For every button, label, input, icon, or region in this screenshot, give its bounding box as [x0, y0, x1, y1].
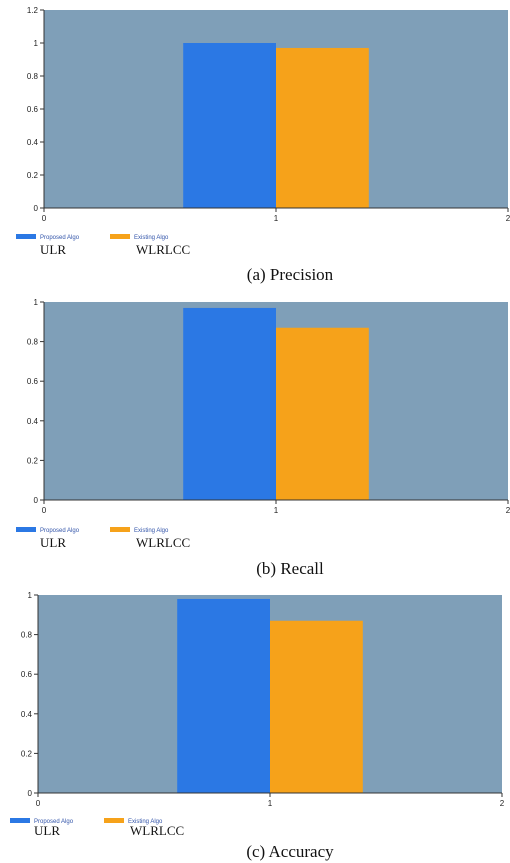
precision-y-tick-label: 0.8: [27, 72, 39, 81]
accuracy-bar-existing: [270, 620, 363, 793]
recall-legend-label-proposed: Proposed Algo: [40, 528, 80, 534]
precision-legend-sublabel-proposed: ULR: [40, 242, 66, 257]
accuracy-legend-swatch-existing: [104, 818, 124, 823]
recall-y-tick-label: 0.8: [27, 338, 39, 347]
precision-caption: (a) Precision: [247, 265, 334, 284]
precision-legend-sublabel-existing: WLRLCC: [136, 242, 190, 257]
accuracy-y-tick-label: 0.6: [21, 670, 33, 679]
accuracy-legend-label-existing: Existing Algo: [128, 819, 163, 825]
accuracy-legend-swatch-proposed: [10, 818, 30, 823]
accuracy-y-tick-label: 1: [28, 591, 33, 600]
precision-legend-label-proposed: Proposed Algo: [40, 235, 80, 241]
precision-legend-swatch-proposed: [16, 234, 36, 239]
precision-x-tick-label: 2: [506, 214, 510, 223]
accuracy-y-tick-label: 0.4: [21, 710, 33, 719]
recall-y-tick-label: 0.4: [27, 417, 39, 426]
recall-y-tick-label: 0: [34, 496, 39, 505]
recall-x-tick-label: 1: [274, 506, 279, 515]
recall-legend-sublabel-proposed: ULR: [40, 535, 66, 550]
precision-x-tick-label: 1: [274, 214, 279, 223]
precision-legend-swatch-existing: [110, 234, 130, 239]
accuracy-legend-sublabel-proposed: ULR: [34, 823, 60, 838]
recall-y-tick-label: 0.6: [27, 377, 39, 386]
precision-bar-proposed: [183, 43, 276, 208]
precision-y-tick-label: 0.2: [27, 171, 39, 180]
precision-y-tick-label: 1.2: [27, 6, 39, 15]
recall-legend-label-existing: Existing Algo: [134, 528, 169, 534]
recall-y-tick-label: 1: [34, 298, 39, 307]
precision-y-tick-label: 0: [34, 204, 39, 213]
recall-x-tick-label: 2: [506, 506, 510, 515]
recall-bar-proposed: [183, 307, 276, 500]
precision-bar-existing: [276, 47, 369, 209]
accuracy-x-tick-label: 0: [36, 799, 41, 808]
accuracy-x-tick-label: 2: [500, 799, 505, 808]
precision-x-tick-label: 0: [42, 214, 47, 223]
recall-x-tick-label: 0: [42, 506, 47, 515]
recall-legend-sublabel-existing: WLRLCC: [136, 535, 190, 550]
recall-caption: (b) Recall: [256, 559, 324, 578]
precision-y-tick-label: 0.4: [27, 138, 39, 147]
accuracy-legend-label-proposed: Proposed Algo: [34, 819, 74, 825]
accuracy-y-tick-label: 0.8: [21, 631, 33, 640]
accuracy-y-tick-label: 0: [28, 789, 33, 798]
recall-legend-swatch-existing: [110, 527, 130, 532]
precision-y-tick-label: 0.6: [27, 105, 39, 114]
precision-legend-label-existing: Existing Algo: [134, 235, 169, 241]
recall-bar-existing: [276, 327, 369, 500]
recall-y-tick-label: 0.2: [27, 456, 39, 465]
accuracy-legend-sublabel-existing: WLRLCC: [130, 823, 184, 838]
precision-y-tick-label: 1: [34, 39, 39, 48]
accuracy-x-tick-label: 1: [268, 799, 273, 808]
accuracy-caption: (c) Accuracy: [246, 842, 334, 861]
recall-legend-swatch-proposed: [16, 527, 36, 532]
accuracy-y-tick-label: 0.2: [21, 749, 33, 758]
accuracy-bar-proposed: [177, 598, 270, 793]
